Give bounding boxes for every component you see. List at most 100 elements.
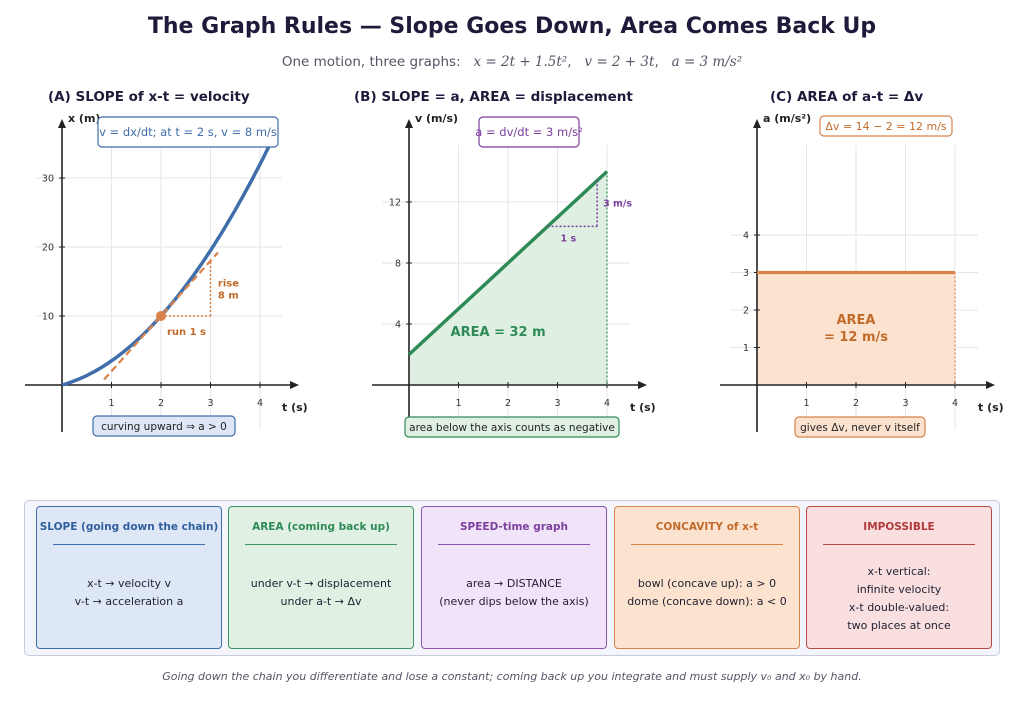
rule-box-divider (438, 544, 590, 545)
rule-box-line: two places at once (847, 619, 951, 632)
x-tick-label: 3 (554, 398, 560, 409)
x-axis-arrow (638, 381, 647, 389)
rise-label-value: 8 m (218, 290, 239, 301)
rule-box: SLOPE (going down the chain) x-t → veloci… (36, 506, 222, 649)
rule-box-line: v-t → acceleration a (74, 595, 184, 608)
rule-box-line: bowl (concave up): a > 0 (637, 577, 777, 590)
v-t-line (407, 170, 609, 356)
panel-a: (A) SLOPE of x-t = velocity t (s) x (m) 1 2 3… (25, 89, 308, 432)
area-label: AREA = 32 m (451, 325, 546, 340)
x-axis-label: t (s) (630, 401, 656, 414)
x-tick-label: 3 (902, 398, 908, 409)
rule-box: CONCAVITY of x-t bowl (concave up): a > 0… (614, 506, 800, 649)
rule-box-title: AREA (coming back up) (252, 521, 390, 533)
y-tick-label: 2 (743, 306, 749, 317)
tangent-point (156, 311, 166, 321)
deltav-annotation: Δv = 14 − 2 = 12 m/s (825, 120, 947, 133)
rule-box-line: (never dips below the axis) (439, 595, 589, 608)
accel-annotation-box (478, 116, 580, 148)
rule-box-line: x-t → velocity v (87, 577, 171, 590)
rule-box-title: SLOPE (going down the chain) (39, 521, 219, 533)
rule-box: AREA (coming back up) under v-t → displac… (228, 506, 414, 649)
y-tick-label: 12 (389, 198, 401, 209)
y-tick-label: 10 (42, 312, 54, 323)
slope-rise-label: 3 m/s (603, 199, 632, 210)
x-tick-label: 4 (952, 398, 958, 409)
y-axis-label: v (m/s) (415, 112, 458, 125)
accel-annotation: a = dv/dt = 3 m/s² (475, 125, 582, 139)
rise-label: rise (218, 278, 239, 289)
rule-box: IMPOSSIBLE x-t vertical: infinite velocity… (806, 506, 992, 649)
rule-box-line: under v-t → displacement (250, 577, 392, 590)
panel-a-caption: curving upward ⇒ a > 0 (101, 421, 227, 433)
panel-b-caption-box (404, 416, 620, 438)
page-subtitle: One motion, three graphs: x = 2t + 1.5t²… (281, 54, 743, 70)
y-axis-arrow (753, 119, 761, 128)
x-t-curve (61, 143, 272, 387)
rule-box-title: CONCAVITY of x-t (655, 521, 759, 533)
y-axis-arrow (58, 119, 66, 128)
y-tick-label: 4 (395, 320, 401, 331)
panel-c: (C) AREA of a-t = Δv t (s) a (m/s²) 1 2 3 4 1 2 3… (720, 89, 1004, 432)
rule-box-line: dome (concave down): a < 0 (627, 595, 787, 608)
rule-box: SPEED-time graph area → DISTANCE (never di… (421, 506, 607, 649)
page-title: The Graph Rules — Slope Goes Down, Area … (147, 14, 877, 39)
y-axis-label: a (m/s²) (763, 112, 811, 125)
rule-box-line: area → DISTANCE (466, 577, 562, 590)
footer-note: Going down the chain you differentiate a… (162, 670, 862, 683)
rule-box-title: IMPOSSIBLE (863, 521, 935, 533)
rule-box-body: x-t vertical: infinite velocity x-t double… (807, 563, 991, 635)
subtitle-eq-x: x = 2t + 1.5t² (473, 54, 568, 70)
panel-c-caption: gives Δv, never v itself (800, 422, 920, 434)
x-tick-label: 1 (108, 398, 114, 409)
slope-run-label: 1 s (561, 233, 577, 244)
panel-b: (B) SLOPE = a, AREA = displacement t (s) v… (354, 89, 656, 432)
subtitle-lead: One motion, three graphs: (281, 54, 461, 70)
panel-a-caption-box (92, 415, 236, 437)
rule-box-line: infinite velocity (856, 583, 942, 596)
rule-box-line: under a-t → Δv (280, 595, 362, 608)
deltav-annotation-box (819, 115, 953, 137)
rule-box-body: under v-t → displacement under a-t → Δv (229, 575, 413, 611)
panel-title: (B) SLOPE = a, AREA = displacement (354, 89, 633, 105)
x-tick-label: 3 (207, 398, 213, 409)
rule-box-body: x-t → velocity v v-t → acceleration a (37, 575, 221, 611)
area-label-value: = 12 m/s (824, 330, 888, 345)
rule-box-body: area → DISTANCE (never dips below the axi… (422, 575, 606, 611)
panel-title: (C) AREA of a-t = Δv (770, 89, 923, 105)
x-tick-label: 1 (803, 398, 809, 409)
rule-box-divider (245, 544, 397, 545)
y-tick-label: 30 (42, 174, 54, 185)
x-tick-label: 4 (604, 398, 610, 409)
x-axis-arrow (290, 381, 299, 389)
panel-b-caption: area below the axis counts as negative (409, 422, 615, 434)
y-tick-label: 3 (743, 268, 749, 279)
rule-box-title: SPEED-time graph (460, 521, 568, 533)
y-tick-label: 20 (42, 243, 54, 254)
subtitle-eq-v: v = 2 + 3t (584, 54, 655, 70)
x-tick-label: 2 (158, 398, 164, 409)
x-axis-label: t (s) (978, 401, 1004, 414)
y-tick-label: 4 (743, 231, 749, 242)
slope-annotation-box (97, 116, 279, 148)
slope-annotation: v = dx/dt; at t = 2 s, v = 8 m/s (99, 125, 277, 139)
panel-title: (A) SLOPE of x-t = velocity (48, 89, 250, 105)
x-axis-label: t (s) (282, 401, 308, 414)
x-tick-label: 4 (257, 398, 263, 409)
y-axis-arrow (405, 119, 413, 128)
rule-box-body: bowl (concave up): a > 0 dome (concave do… (615, 575, 799, 611)
area-fill (757, 272, 955, 385)
area-fill (409, 171, 607, 385)
tangent-line (103, 251, 219, 381)
rule-box-divider (823, 544, 975, 545)
y-tick-label: 8 (395, 259, 401, 270)
x-tick-label: 1 (455, 398, 461, 409)
area-label: AREA (836, 313, 875, 328)
subtitle-eq-a: a = 3 m/s² (671, 54, 743, 70)
x-tick-label: 2 (505, 398, 511, 409)
rule-box-divider (631, 544, 783, 545)
panel-c-caption-box (794, 416, 926, 438)
rule-box-line: x-t double-valued: (848, 601, 950, 614)
y-tick-label: 1 (743, 343, 749, 354)
